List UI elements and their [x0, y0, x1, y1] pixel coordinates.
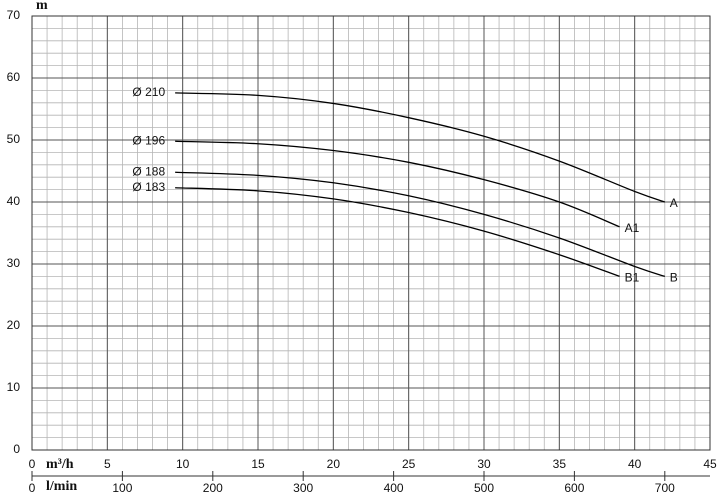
x-tick-label: 35	[553, 457, 567, 471]
x2-tick-label: 700	[655, 481, 675, 495]
x2-tick-label: 400	[384, 481, 404, 495]
x2-tick-label: 300	[293, 481, 313, 495]
x2-tick-label: 100	[112, 481, 132, 495]
y-axis-title: m	[36, 0, 48, 13]
x-tick-label: 15	[251, 457, 265, 471]
curve-end-label: A1	[625, 221, 640, 235]
x2-tick-label: 200	[203, 481, 223, 495]
y-tick-label: 20	[7, 318, 21, 332]
x-tick-label: 45	[703, 457, 717, 471]
x-tick-label: 25	[402, 457, 416, 471]
plot-frame	[31, 15, 711, 451]
x-tick-label: 40	[628, 457, 642, 471]
curve-end-label: B1	[625, 271, 640, 285]
curve-label: Ø 188	[132, 164, 165, 178]
x2-axis-title: l/min	[46, 479, 77, 494]
curve-label: Ø 210	[132, 85, 165, 99]
x2-tick-label: 500	[474, 481, 494, 495]
x2-tick-label: 0	[29, 481, 36, 495]
y-tick-label: 50	[7, 132, 21, 146]
curve-label: Ø 196	[132, 133, 165, 147]
x-tick-label: 30	[477, 457, 491, 471]
pump-curve	[175, 140, 620, 228]
y-tick-label: 60	[7, 70, 21, 84]
y-tick-label: 30	[7, 256, 21, 270]
y-tick-label: 70	[7, 8, 21, 22]
x-tick-label: 0	[29, 457, 36, 471]
pump-curve	[175, 187, 620, 278]
pump-curve	[175, 92, 666, 203]
y-tick-label: 0	[13, 442, 20, 456]
curve-label: Ø 183	[132, 180, 165, 194]
x2-tick-label: 600	[564, 481, 584, 495]
curve-end-label: A	[670, 196, 678, 210]
x-tick-label: 20	[327, 457, 341, 471]
x-tick-label: 10	[176, 457, 190, 471]
curve-end-label: B	[670, 271, 678, 285]
pump-curve	[175, 171, 666, 278]
x-axis-title: m³/h	[46, 457, 74, 472]
x-tick-label: 5	[104, 457, 111, 471]
y-tick-label: 10	[7, 380, 21, 394]
y-tick-label: 40	[7, 194, 21, 208]
